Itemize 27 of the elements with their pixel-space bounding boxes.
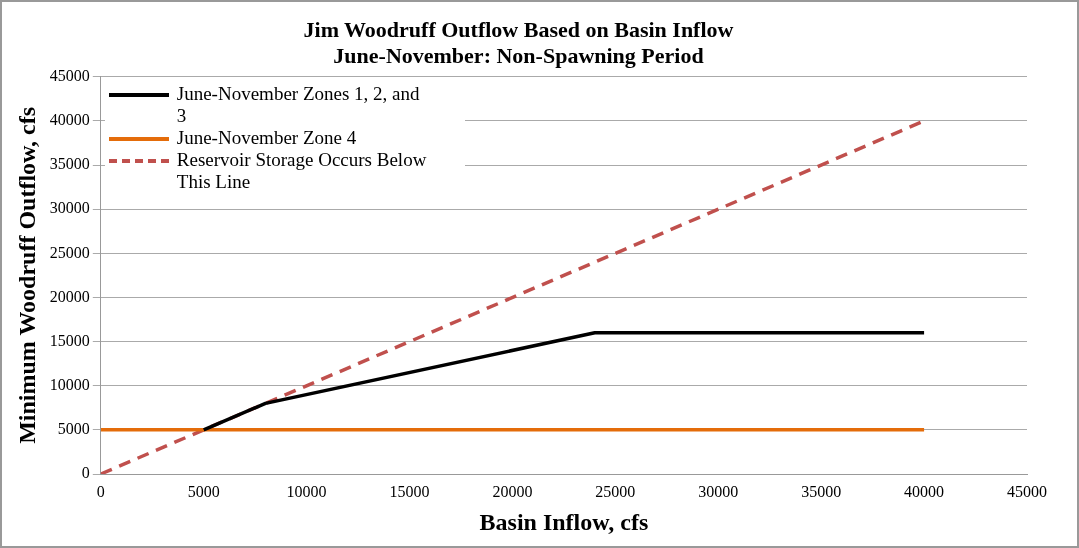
y-tick-label: 35000	[49, 155, 90, 173]
x-tick-label: 15000	[389, 482, 430, 500]
y-tick-label: 40000	[49, 111, 90, 129]
legend-label: June-November Zone 4	[176, 126, 358, 149]
y-tick-label: 30000	[49, 199, 90, 217]
x-tick-label: 20000	[492, 482, 533, 500]
y-tick-label: 5000	[57, 420, 90, 438]
y-tick-label: 15000	[49, 331, 90, 349]
x-axis-title: Basin Inflow, cfs	[479, 508, 649, 535]
x-tick-label: 5000	[187, 482, 220, 500]
x-tick-label: 35000	[801, 482, 842, 500]
y-tick-label: 0	[81, 464, 90, 482]
x-tick-label: 45000	[1007, 482, 1047, 500]
x-tick-label: 10000	[286, 482, 327, 500]
legend-label: Reservoir Storage Occurs Below This Line	[176, 148, 427, 193]
x-tick-label: 40000	[904, 482, 945, 500]
chart-subtitle: June-November: Non-Spawning Period	[333, 43, 704, 69]
y-tick-label: 25000	[49, 243, 90, 261]
x-tick-label: 30000	[698, 482, 739, 500]
legend-label: June-November Zones 1, 2, and 3	[176, 82, 421, 127]
y-tick-label: 10000	[49, 375, 90, 393]
y-tick-label: 20000	[49, 287, 90, 305]
y-tick-label: 45000	[49, 67, 90, 84]
chart-title: Jim Woodruff Outflow Based on Basin Inflow	[303, 16, 734, 42]
y-axis-title: Minimum Woodruff Outflow, cfs	[13, 106, 40, 444]
x-tick-label: 25000	[595, 482, 636, 500]
x-tick-label: 0	[96, 482, 105, 500]
